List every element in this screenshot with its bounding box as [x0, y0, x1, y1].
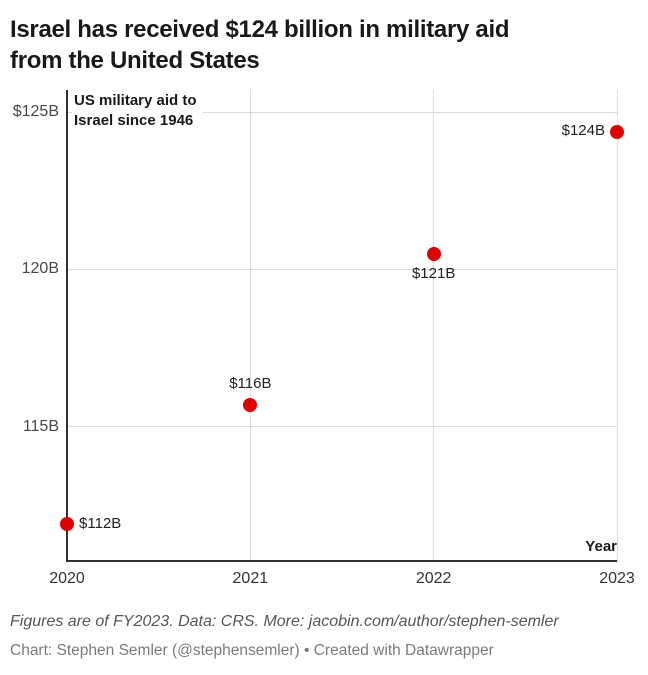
gridline-horizontal	[67, 111, 617, 113]
x-axis-line	[66, 560, 617, 562]
data-point	[426, 246, 441, 261]
gridline-horizontal	[67, 426, 617, 428]
chart-annotation: US military aid to Israel since 1946	[72, 91, 202, 132]
chart-title: Israel has received $124 billion in mili…	[10, 16, 510, 74]
footer-byline: Chart: Stephen Semler (@stephensemler) •…	[10, 642, 494, 659]
chart-footer: Figures are of FY2023. Data: CRS. More: …	[10, 611, 640, 661]
x-tick-label: 2022	[415, 570, 452, 587]
data-point	[243, 397, 258, 412]
data-point	[610, 125, 624, 140]
data-point-label: $116B	[229, 374, 272, 392]
gridline-vertical	[616, 90, 618, 562]
y-tick-label: $125B	[12, 103, 59, 121]
y-tick-label: 115B	[22, 417, 59, 435]
y-tick-label: 120B	[21, 260, 59, 278]
footer-notes: Figures are of FY2023. Data: CRS. More: …	[10, 613, 559, 630]
scatter-plot: $125B 120B 115B 2020 2021 2022 2023 $112B $116B $…	[12, 90, 635, 587]
x-tick-label: 2021	[232, 570, 269, 587]
y-axis-line	[66, 90, 68, 562]
x-axis-title: Year	[585, 538, 617, 555]
gridline-horizontal	[67, 268, 617, 270]
x-tick-label: 2020	[49, 570, 85, 587]
data-point-label: $124B	[561, 122, 605, 140]
x-tick-label: 2023	[599, 570, 635, 587]
data-point	[60, 517, 74, 532]
gridline-vertical	[433, 90, 435, 562]
data-point-label: $121B	[411, 264, 456, 282]
gridline-vertical	[249, 90, 251, 562]
data-point-label: $112B	[79, 515, 122, 533]
